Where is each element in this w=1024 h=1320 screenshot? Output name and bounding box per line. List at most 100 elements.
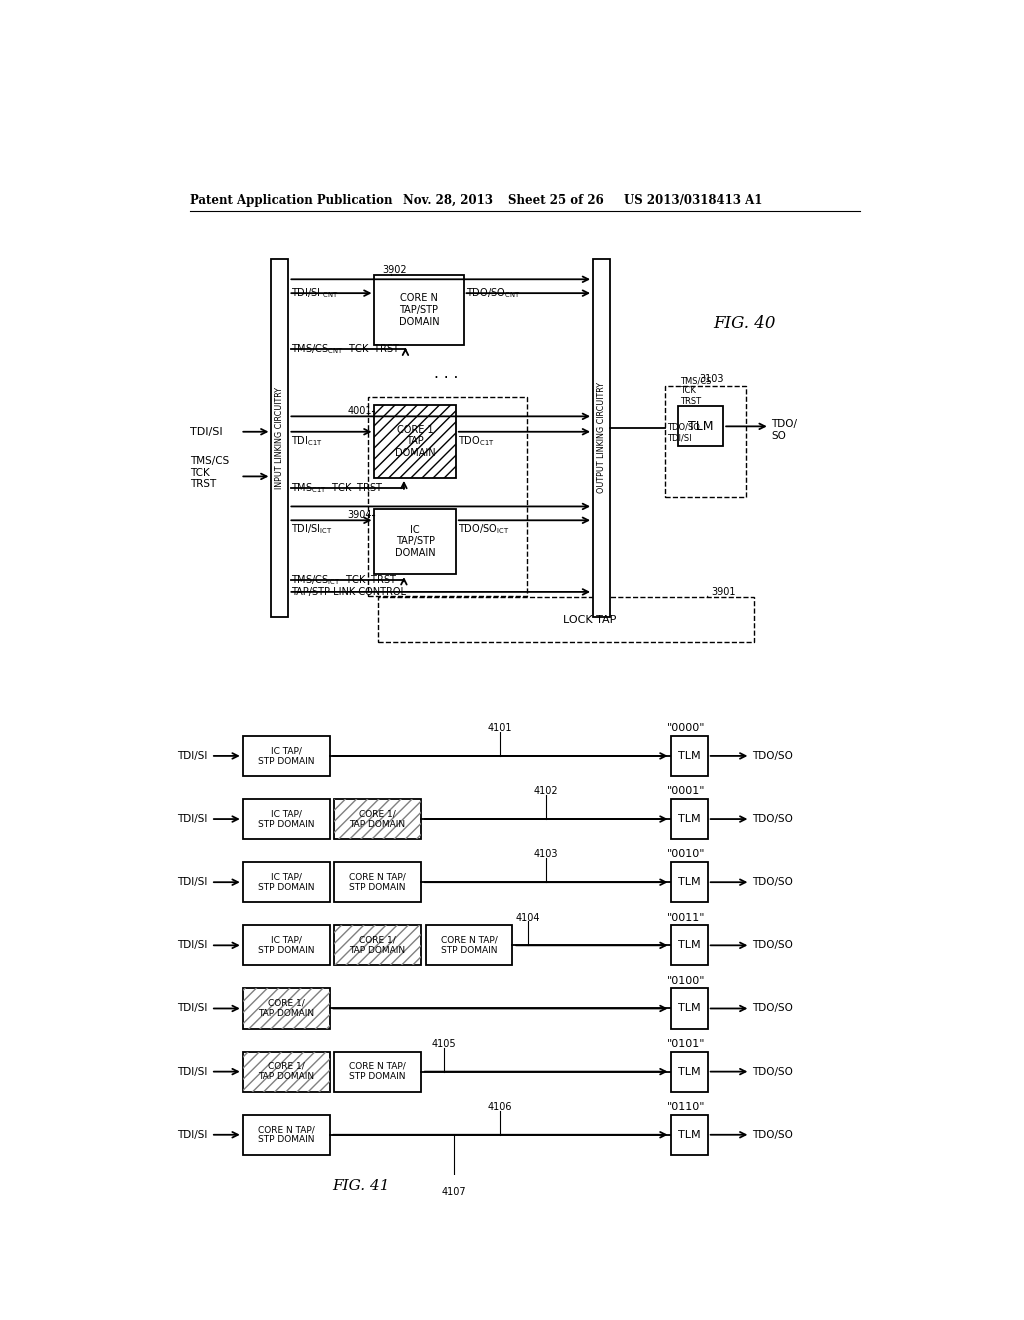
- Text: CORE N TAP/
STP DOMAIN: CORE N TAP/ STP DOMAIN: [349, 1061, 406, 1081]
- Bar: [271, 259, 289, 616]
- Text: 4105: 4105: [432, 1039, 457, 1049]
- Text: TDI/SI: TDI/SI: [177, 1130, 207, 1139]
- Bar: [426, 925, 512, 965]
- Bar: [243, 737, 330, 776]
- Text: 4102: 4102: [534, 787, 558, 796]
- Text: TDO/SO: TDO/SO: [752, 751, 793, 760]
- Text: CORE 1/
TAP DOMAIN: CORE 1/ TAP DOMAIN: [349, 809, 406, 829]
- Text: TDI/SI: TDI/SI: [177, 751, 207, 760]
- Bar: [243, 1052, 330, 1092]
- Text: TDI/SI: TDI/SI: [177, 1003, 207, 1014]
- Bar: [243, 925, 330, 965]
- Text: TLM: TLM: [678, 814, 700, 824]
- Text: "0000": "0000": [667, 723, 706, 733]
- Bar: [243, 989, 330, 1028]
- Text: "0011": "0011": [667, 912, 706, 923]
- Text: INPUT LINKING CIRCUITRY: INPUT LINKING CIRCUITRY: [275, 387, 285, 488]
- Bar: [671, 989, 708, 1028]
- Text: CORE 1/
TAP DOMAIN: CORE 1/ TAP DOMAIN: [258, 1061, 314, 1081]
- Text: TDO/SO: TDO/SO: [752, 814, 793, 824]
- Bar: [678, 407, 723, 446]
- Text: Sheet 25 of 26: Sheet 25 of 26: [508, 194, 603, 207]
- Text: TDI/SI$\mathsf{_{ICT}}$: TDI/SI$\mathsf{_{ICT}}$: [291, 523, 333, 536]
- Text: TDO/SO: TDO/SO: [752, 1003, 793, 1014]
- Bar: [243, 799, 330, 840]
- Text: TDO/SO: TDO/SO: [752, 940, 793, 950]
- Text: CORE N TAP/
STP DOMAIN: CORE N TAP/ STP DOMAIN: [440, 936, 498, 956]
- Text: 4101: 4101: [487, 723, 512, 733]
- Text: TMS/CS
TCK
TRST: TMS/CS TCK TRST: [680, 376, 712, 405]
- Text: TMS/CS
TCK
TRST: TMS/CS TCK TRST: [190, 455, 229, 490]
- Text: TLM: TLM: [678, 878, 700, 887]
- Text: CORE 1/
TAP DOMAIN: CORE 1/ TAP DOMAIN: [258, 999, 314, 1018]
- Text: "0001": "0001": [667, 787, 706, 796]
- Text: CORE N TAP/
STP DOMAIN: CORE N TAP/ STP DOMAIN: [349, 873, 406, 892]
- Text: IC
TAP/STP
DOMAIN: IC TAP/STP DOMAIN: [395, 525, 435, 558]
- Text: OUTPUT LINKING CIRCUITRY: OUTPUT LINKING CIRCUITRY: [597, 381, 606, 494]
- Text: 4103: 4103: [534, 850, 558, 859]
- Text: TDI/SI: TDI/SI: [177, 940, 207, 950]
- Text: CORE 1
TAP
DOMAIN: CORE 1 TAP DOMAIN: [395, 425, 435, 458]
- Text: LOCK TAP: LOCK TAP: [563, 615, 616, 624]
- Bar: [243, 1052, 330, 1092]
- Bar: [243, 989, 330, 1028]
- Text: TLM: TLM: [678, 1130, 700, 1139]
- Bar: [334, 799, 421, 840]
- Text: FIG. 41: FIG. 41: [332, 1179, 389, 1192]
- Text: TAP/STP LINK CONTROL: TAP/STP LINK CONTROL: [291, 587, 406, 597]
- Text: Nov. 28, 2013: Nov. 28, 2013: [403, 194, 494, 207]
- Bar: [375, 405, 456, 478]
- Text: CORE N TAP/
STP DOMAIN: CORE N TAP/ STP DOMAIN: [258, 1125, 314, 1144]
- Text: TDI/SI: TDI/SI: [190, 426, 222, 437]
- Text: TDO/SO$\mathsf{_{CNT}}$: TDO/SO$\mathsf{_{CNT}}$: [466, 286, 520, 300]
- Text: TMS/CS$\mathsf{_{CNT}}$  TCK  TRST: TMS/CS$\mathsf{_{CNT}}$ TCK TRST: [291, 342, 400, 356]
- Text: IC TAP/
STP DOMAIN: IC TAP/ STP DOMAIN: [258, 873, 314, 892]
- Text: TDI/SI: TDI/SI: [177, 814, 207, 824]
- Bar: [243, 1114, 330, 1155]
- Text: "0010": "0010": [667, 850, 706, 859]
- Bar: [671, 1052, 708, 1092]
- Text: TLM: TLM: [678, 940, 700, 950]
- Text: TDO$\mathsf{_{C1T}}$: TDO$\mathsf{_{C1T}}$: [458, 434, 495, 447]
- Text: "0100": "0100": [667, 975, 706, 986]
- Bar: [671, 925, 708, 965]
- Text: TMS$\mathsf{_{C1T}}$  TCK  TRST: TMS$\mathsf{_{C1T}}$ TCK TRST: [291, 480, 383, 495]
- Bar: [671, 737, 708, 776]
- Text: TDO/SO$\mathsf{_{ICT}}$: TDO/SO$\mathsf{_{ICT}}$: [458, 523, 510, 536]
- Text: CORE N
TAP/STP
DOMAIN: CORE N TAP/STP DOMAIN: [398, 293, 439, 326]
- Bar: [671, 799, 708, 840]
- Text: TDO/SO: TDO/SO: [752, 1067, 793, 1077]
- Text: TDO/
SO: TDO/ SO: [771, 420, 798, 441]
- Bar: [334, 925, 421, 965]
- Bar: [243, 862, 330, 903]
- Text: 4104: 4104: [516, 912, 540, 923]
- Text: IC TAP/
STP DOMAIN: IC TAP/ STP DOMAIN: [258, 809, 314, 829]
- Text: 4107: 4107: [441, 1187, 466, 1197]
- Text: IC TAP/
STP DOMAIN: IC TAP/ STP DOMAIN: [258, 936, 314, 956]
- Text: TLM: TLM: [678, 751, 700, 760]
- Bar: [665, 385, 746, 498]
- Text: 3902: 3902: [382, 265, 407, 275]
- Text: 3904: 3904: [347, 510, 372, 520]
- Bar: [375, 508, 456, 574]
- Bar: [378, 597, 755, 642]
- Text: TDI/SI $\mathsf{_{CNT}}$: TDI/SI $\mathsf{_{CNT}}$: [291, 286, 339, 300]
- Text: 3901: 3901: [712, 587, 736, 597]
- Text: TDI/SI: TDI/SI: [177, 1067, 207, 1077]
- Text: TDO/SO
TDI/SI: TDO/SO TDI/SI: [667, 422, 699, 442]
- Bar: [671, 862, 708, 903]
- Text: US 2013/0318413 A1: US 2013/0318413 A1: [624, 194, 763, 207]
- Text: "0101": "0101": [667, 1039, 706, 1049]
- Text: CORE 1/
TAP DOMAIN: CORE 1/ TAP DOMAIN: [349, 936, 406, 956]
- Bar: [593, 259, 610, 616]
- Bar: [671, 1114, 708, 1155]
- Text: TDI$\mathsf{_{C1T}}$: TDI$\mathsf{_{C1T}}$: [291, 434, 323, 447]
- Bar: [375, 405, 456, 478]
- Text: . . .: . . .: [433, 367, 458, 381]
- Text: 3103: 3103: [699, 375, 724, 384]
- Text: TLM: TLM: [688, 420, 714, 433]
- Bar: [334, 925, 421, 965]
- Text: TDI/SI: TDI/SI: [177, 878, 207, 887]
- Text: TDO/SO: TDO/SO: [752, 878, 793, 887]
- Bar: [334, 799, 421, 840]
